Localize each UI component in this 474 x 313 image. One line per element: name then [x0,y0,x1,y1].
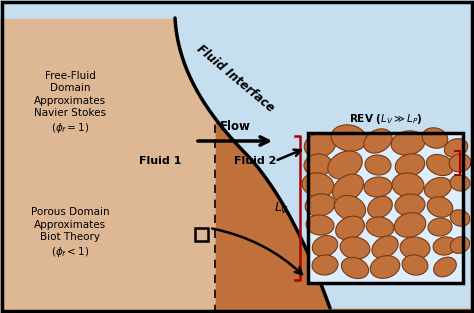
Ellipse shape [366,217,394,237]
Text: Fluid Interface: Fluid Interface [194,42,276,114]
Ellipse shape [391,131,425,155]
Polygon shape [308,133,463,283]
Ellipse shape [427,154,454,176]
Ellipse shape [331,125,367,151]
Ellipse shape [395,194,425,216]
Ellipse shape [365,155,391,175]
Polygon shape [0,18,215,313]
Ellipse shape [336,216,365,240]
Ellipse shape [304,133,336,157]
Ellipse shape [335,195,365,221]
Bar [195,228,208,241]
Ellipse shape [449,154,471,172]
Polygon shape [308,133,463,283]
Ellipse shape [305,194,335,216]
Ellipse shape [364,129,392,153]
Ellipse shape [312,236,337,256]
Text: Free-Fluid
Domain
Approximates
Navier Stokes
($\phi_f = 1$): Free-Fluid Domain Approximates Navier St… [34,71,106,135]
Ellipse shape [392,173,424,197]
Ellipse shape [400,237,430,259]
Ellipse shape [332,174,364,202]
Ellipse shape [450,237,470,254]
Ellipse shape [427,197,453,217]
Ellipse shape [433,237,457,255]
Text: Porous Domain
Approximates
Biot Theory
($\phi_f < 1$): Porous Domain Approximates Biot Theory (… [31,207,109,259]
Ellipse shape [364,177,392,197]
Ellipse shape [424,177,452,198]
Ellipse shape [434,257,456,277]
Ellipse shape [395,154,425,176]
Text: REV ($L_V \gg L_P$): REV ($L_V \gg L_P$) [348,112,422,126]
Text: Fluid 2: Fluid 2 [234,156,276,166]
Ellipse shape [368,196,392,218]
Ellipse shape [340,237,370,259]
Ellipse shape [422,128,448,148]
Ellipse shape [444,139,468,157]
Ellipse shape [370,256,400,278]
Bar [308,133,463,283]
Ellipse shape [394,213,426,237]
Ellipse shape [304,154,332,176]
Ellipse shape [450,210,470,226]
Ellipse shape [428,218,452,236]
Ellipse shape [341,258,369,279]
Text: $L_P$: $L_P$ [469,156,474,171]
Text: Flow: Flow [219,120,250,133]
Ellipse shape [302,173,334,197]
Ellipse shape [402,255,428,275]
Polygon shape [0,18,474,313]
Ellipse shape [312,255,338,275]
Text: $L_V$: $L_V$ [274,200,290,216]
Text: Fluid 1: Fluid 1 [139,156,181,166]
Ellipse shape [306,215,334,235]
Ellipse shape [328,151,362,179]
Ellipse shape [450,175,470,191]
Ellipse shape [372,236,398,258]
